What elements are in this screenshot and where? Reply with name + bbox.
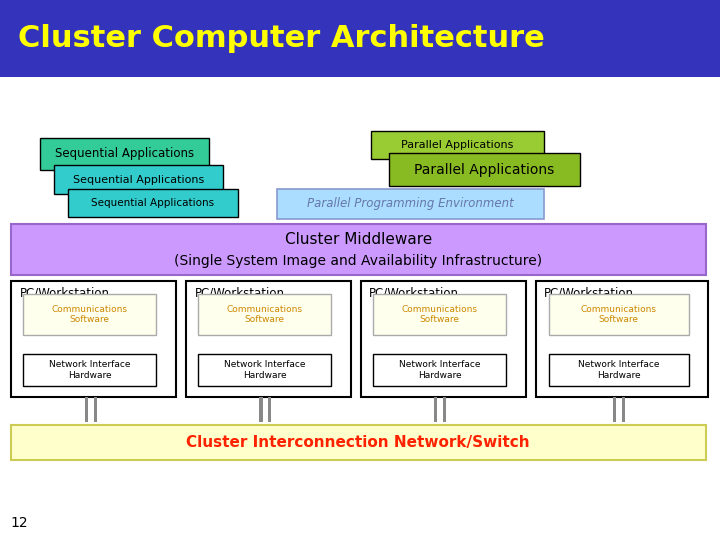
FancyBboxPatch shape — [23, 294, 156, 335]
FancyBboxPatch shape — [277, 189, 544, 219]
Text: Parallel Applications: Parallel Applications — [414, 163, 554, 177]
Text: (Single System Image and Availability Infrastructure): (Single System Image and Availability In… — [174, 254, 542, 268]
Text: Communications
Software: Communications Software — [227, 305, 302, 324]
Text: 12: 12 — [11, 516, 28, 530]
Text: Communications
Software: Communications Software — [581, 305, 657, 324]
FancyBboxPatch shape — [40, 138, 209, 170]
FancyBboxPatch shape — [434, 397, 438, 422]
Text: Network Interface
Hardware: Network Interface Hardware — [399, 360, 480, 380]
FancyBboxPatch shape — [23, 354, 156, 386]
FancyBboxPatch shape — [94, 397, 96, 422]
FancyBboxPatch shape — [68, 189, 238, 217]
FancyBboxPatch shape — [186, 281, 351, 397]
Text: Network Interface
Hardware: Network Interface Hardware — [224, 360, 305, 380]
Text: Communications
Software: Communications Software — [402, 305, 477, 324]
Text: Cluster Computer Architecture: Cluster Computer Architecture — [18, 24, 545, 53]
Text: Parallel Programming Environment: Parallel Programming Environment — [307, 197, 514, 211]
FancyBboxPatch shape — [361, 281, 526, 397]
Text: Cluster Interconnection Network/Switch: Cluster Interconnection Network/Switch — [186, 435, 530, 450]
Text: PC/Workstation: PC/Workstation — [194, 286, 284, 299]
Text: Network Interface
Hardware: Network Interface Hardware — [49, 360, 130, 380]
FancyBboxPatch shape — [11, 281, 176, 397]
FancyBboxPatch shape — [54, 165, 223, 194]
FancyBboxPatch shape — [621, 397, 625, 422]
FancyBboxPatch shape — [443, 397, 446, 422]
Text: PC/Workstation: PC/Workstation — [19, 286, 109, 299]
FancyBboxPatch shape — [373, 294, 506, 335]
FancyBboxPatch shape — [371, 131, 544, 159]
FancyBboxPatch shape — [373, 354, 506, 386]
FancyBboxPatch shape — [549, 354, 689, 386]
FancyBboxPatch shape — [549, 294, 689, 335]
FancyBboxPatch shape — [198, 354, 331, 386]
Text: Communications
Software: Communications Software — [52, 305, 127, 324]
FancyBboxPatch shape — [85, 397, 88, 422]
FancyBboxPatch shape — [0, 0, 720, 77]
Text: PC/Workstation: PC/Workstation — [544, 286, 634, 299]
FancyBboxPatch shape — [198, 294, 331, 335]
FancyBboxPatch shape — [613, 397, 616, 422]
Text: Cluster Middleware: Cluster Middleware — [284, 232, 432, 247]
FancyBboxPatch shape — [268, 397, 271, 422]
Text: Sequential Applications: Sequential Applications — [91, 198, 215, 208]
FancyBboxPatch shape — [259, 397, 263, 422]
Text: Sequential Applications: Sequential Applications — [55, 147, 194, 160]
FancyBboxPatch shape — [389, 153, 580, 186]
FancyBboxPatch shape — [11, 425, 706, 460]
Text: Network Interface
Hardware: Network Interface Hardware — [578, 360, 660, 380]
Text: Parallel Applications: Parallel Applications — [401, 140, 513, 150]
FancyBboxPatch shape — [11, 224, 706, 275]
FancyBboxPatch shape — [536, 281, 708, 397]
Text: PC/Workstation: PC/Workstation — [369, 286, 459, 299]
Text: Sequential Applications: Sequential Applications — [73, 174, 204, 185]
